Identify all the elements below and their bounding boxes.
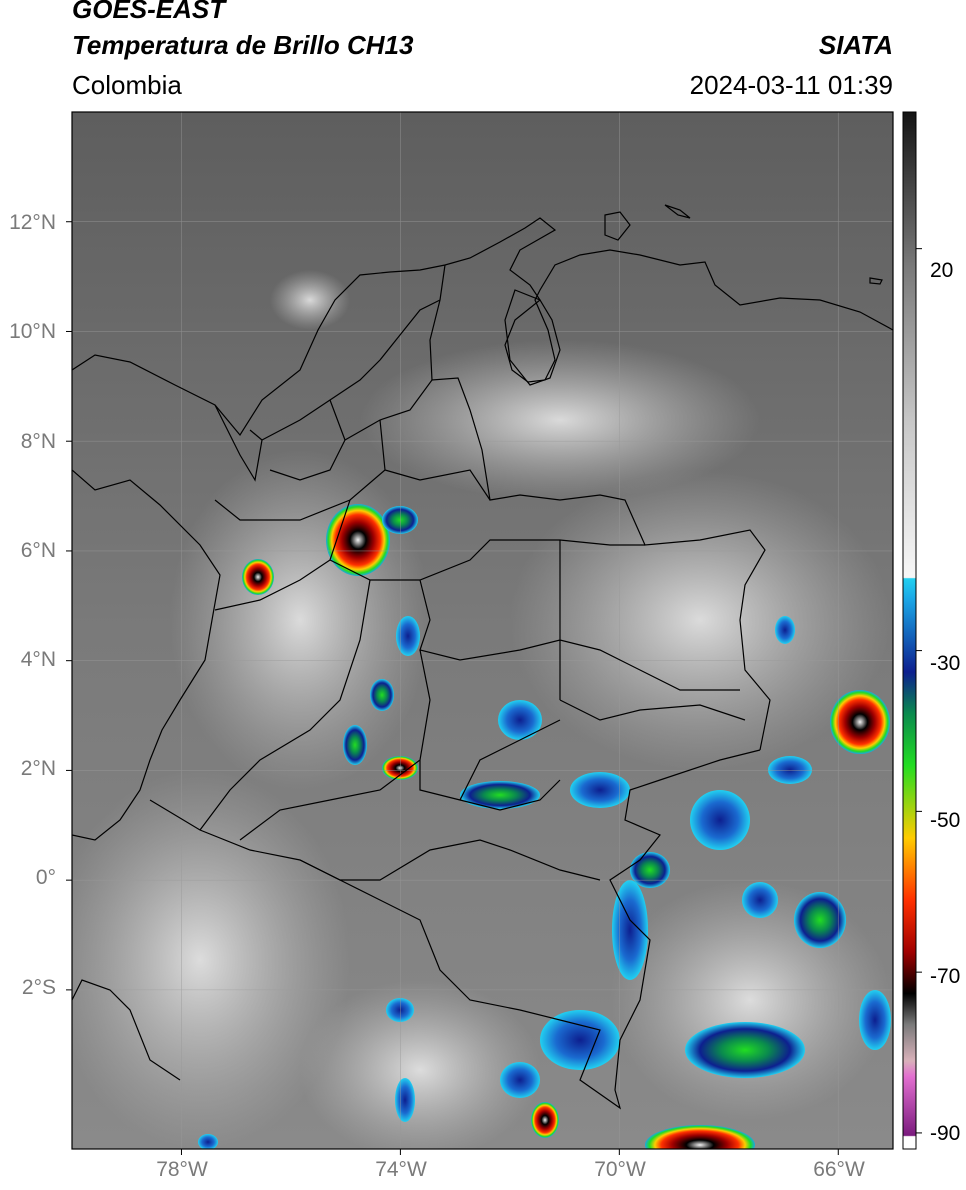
lon-label: 70°W — [594, 1158, 646, 1181]
colorbar-label: 20 — [930, 259, 954, 282]
axis-ticks — [66, 221, 839, 1155]
cloud-pacific — [72, 770, 350, 1149]
colorbar-label: -70 — [930, 965, 961, 988]
convective-cell — [540, 1010, 620, 1070]
coastline-ecuador — [72, 979, 181, 1081]
convective-cell — [343, 725, 367, 765]
product-title: Temperatura de Brillo CH13 — [72, 30, 414, 60]
convective-cell — [382, 506, 418, 534]
colorbar-label: -30 — [930, 652, 961, 675]
convective-cell — [685, 1022, 805, 1078]
convective-cell — [395, 1078, 415, 1122]
boundaries — [72, 204, 893, 1110]
lat-label: 4°N — [20, 648, 56, 671]
convective-cell — [630, 852, 670, 888]
convective-cell — [612, 880, 648, 980]
lon-label: 78°W — [156, 1158, 208, 1181]
convective-cell — [531, 1102, 559, 1138]
convective-cell — [242, 559, 274, 595]
convective-cell — [690, 790, 750, 850]
cloud-andes — [170, 450, 430, 790]
cloud-amazon — [610, 880, 890, 1120]
convective-cell — [645, 1125, 755, 1149]
cloud-caribbean — [360, 340, 760, 500]
lat-label: 2°N — [20, 757, 56, 780]
lake-maracaibo — [504, 289, 561, 386]
convective-cell — [742, 882, 778, 918]
lat-label: 12°N — [9, 211, 56, 234]
colorbar-ticks — [916, 248, 922, 1134]
cloud-south — [300, 980, 540, 1149]
lat-label: 6°N — [20, 539, 56, 562]
convective-cell — [382, 756, 418, 780]
convective-cell — [570, 772, 630, 808]
island — [604, 211, 631, 241]
coastline-caribbean — [72, 217, 893, 437]
convective-cell — [500, 1062, 540, 1098]
map-frame — [71, 111, 894, 1150]
convective-cell — [326, 504, 390, 576]
convective-cell — [859, 990, 891, 1050]
lat-label: 2°S — [21, 976, 56, 999]
convective-cell — [198, 1134, 218, 1149]
convective-cell — [498, 700, 542, 740]
convective-cell — [768, 756, 812, 784]
border-department — [199, 299, 746, 881]
convective-cell — [794, 892, 846, 948]
convective-cell — [396, 616, 420, 656]
timestamp-label: 2024-03-11 01:39 — [689, 70, 893, 100]
convective-cell — [370, 679, 394, 711]
lon-label: 74°W — [375, 1158, 427, 1181]
graticule — [72, 112, 893, 1149]
brand-label: SIATA — [818, 30, 893, 60]
island — [664, 204, 691, 219]
lat-label: 8°N — [20, 430, 56, 453]
convective-cell — [775, 616, 795, 644]
convective-cell — [386, 998, 414, 1022]
border-colombia-venezuela — [429, 264, 771, 751]
convective-cell — [460, 781, 540, 809]
lat-label: 10°N — [9, 320, 56, 343]
island — [869, 277, 883, 285]
convective-cell — [830, 690, 890, 754]
cloud-north — [270, 270, 350, 330]
colorbar-label: -90 — [930, 1122, 961, 1145]
coastline-pacific — [72, 469, 221, 841]
colorbar — [902, 111, 917, 1150]
colorbar-label: -50 — [930, 809, 961, 832]
lat-label: 0° — [35, 866, 56, 889]
border-colombia-panama — [214, 404, 263, 482]
region-label: Colombia — [72, 70, 182, 100]
satellite-title: GOES-EAST — [72, 0, 226, 24]
lon-label: 66°W — [813, 1158, 865, 1181]
border-colombia-brazil — [149, 749, 761, 1110]
